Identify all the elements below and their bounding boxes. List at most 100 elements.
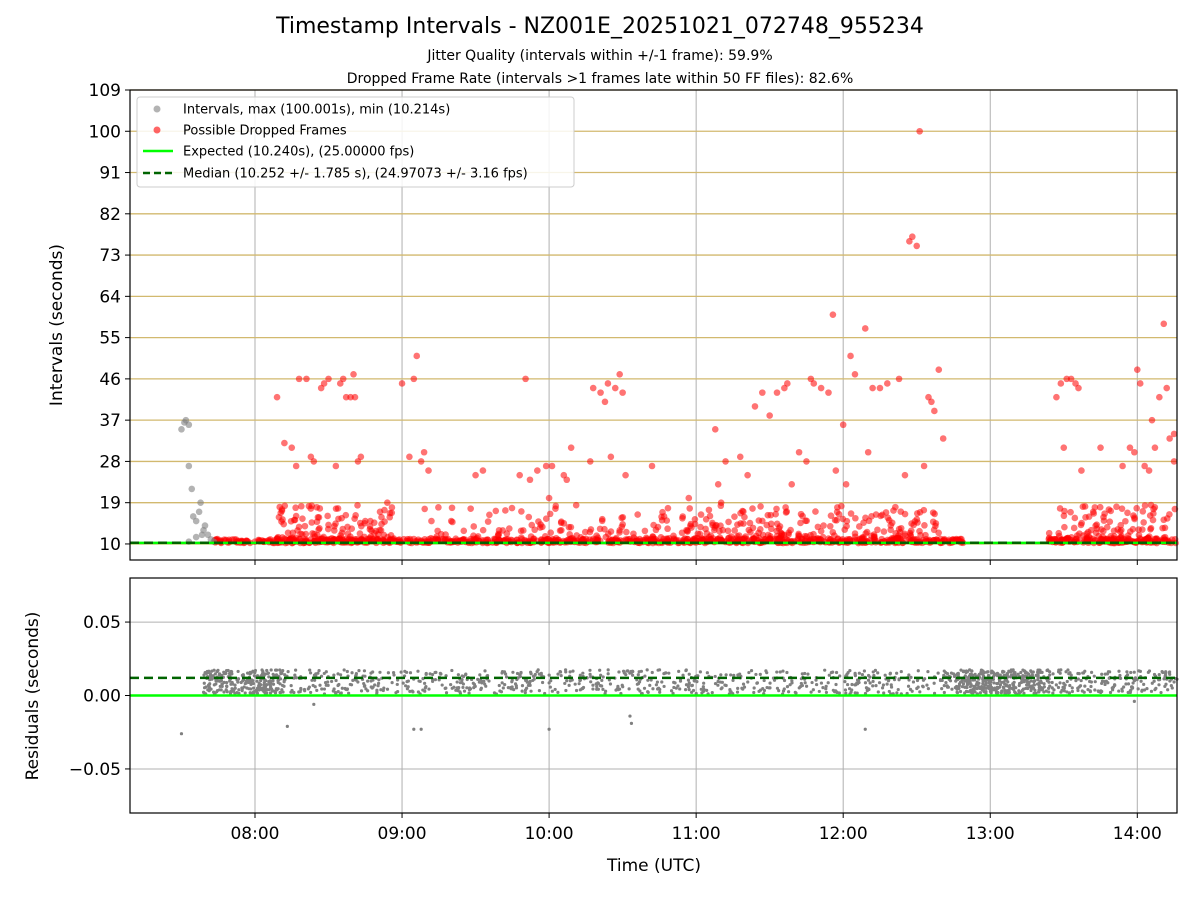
residual-point — [283, 673, 287, 677]
residual-point — [1145, 687, 1149, 691]
dropped-frame-point — [664, 504, 672, 512]
residual-point — [236, 677, 241, 681]
residual-point — [216, 668, 220, 672]
residual-point — [456, 688, 460, 693]
residual-point — [381, 688, 385, 693]
residual-point — [650, 670, 654, 675]
dropped-frame-point — [387, 532, 395, 539]
dropped-frame-point — [406, 453, 413, 461]
chart-title: Timestamp Intervals - NZ001E_20251021_07… — [276, 14, 924, 39]
residual-point — [701, 685, 705, 689]
dropped-frame-point — [1081, 503, 1089, 510]
dropped-frame-point — [335, 515, 342, 523]
residual-point — [206, 688, 210, 692]
residual-point — [804, 684, 809, 688]
dropped-frame-point — [421, 536, 429, 543]
residual-point — [1037, 676, 1041, 680]
residual-point — [662, 684, 666, 689]
residual-point — [1017, 689, 1021, 693]
dropped-frame-point — [594, 534, 602, 541]
residual-point — [263, 679, 267, 683]
dropped-frame-point — [702, 516, 710, 523]
residual-point — [265, 671, 270, 676]
residual-point — [855, 678, 860, 682]
dropped-frame-point — [567, 444, 575, 451]
dropped-frame-point — [547, 529, 554, 536]
residual-point — [606, 668, 610, 672]
dropped-frame-point — [470, 523, 478, 530]
residual-outlier-point — [412, 727, 416, 731]
residual-outlier-point — [547, 727, 551, 731]
dropped-frame-point — [604, 380, 612, 387]
dropped-frame-point — [366, 534, 374, 542]
dropped-frame-point — [797, 519, 804, 527]
dropped-frame-point — [820, 522, 827, 529]
residual-point — [814, 678, 818, 682]
residual-point — [386, 671, 390, 675]
residual-point — [1065, 690, 1069, 694]
residual-point — [1007, 669, 1011, 673]
dropped-frame-point — [542, 462, 550, 470]
dropped-frame-point — [1097, 444, 1104, 451]
residual-point — [755, 681, 759, 685]
residual-point — [211, 674, 215, 678]
residual-point — [932, 681, 936, 685]
dropped-frame-point — [598, 517, 606, 525]
residual-outlier-point — [1132, 699, 1136, 703]
residual-point — [868, 681, 872, 685]
dropped-frame-point — [759, 517, 766, 525]
residual-point — [977, 685, 981, 689]
residual-point — [416, 669, 420, 673]
residual-point — [309, 690, 313, 695]
residual-point — [758, 672, 762, 676]
residual-point — [511, 670, 515, 674]
residual-point — [754, 672, 758, 677]
residual-point — [462, 689, 467, 693]
residual-point — [244, 679, 249, 683]
dropped-frame-point — [325, 521, 332, 529]
residual-point — [656, 687, 660, 691]
residual-point — [543, 691, 547, 696]
dropped-frame-point — [767, 520, 775, 528]
residual-point — [705, 671, 709, 675]
residual-point — [1128, 689, 1132, 693]
residual-point — [455, 680, 459, 684]
residual-point — [536, 668, 540, 672]
residual-point — [860, 672, 864, 677]
dropped-frame-point — [697, 523, 704, 531]
residual-point — [977, 681, 981, 685]
dropped-frame-point — [525, 513, 533, 521]
residual-point — [1048, 673, 1052, 677]
residual-point — [255, 679, 259, 683]
residual-point — [249, 682, 253, 686]
residual-point — [212, 690, 216, 694]
dropped-frame-point — [1067, 375, 1075, 383]
dropped-frame-point — [613, 534, 620, 542]
dropped-frame-point — [542, 515, 550, 522]
legend-intervals-marker — [153, 105, 161, 113]
residual-point — [876, 671, 880, 675]
residual-point — [249, 671, 253, 675]
dropped-frame-point — [619, 521, 626, 528]
residual-point — [626, 669, 630, 673]
dropped-frame-point — [1071, 514, 1079, 522]
top-axes-border — [129, 89, 1178, 561]
dropped-frame-point — [862, 514, 869, 522]
bottom-y-tick-label: 0.05 — [83, 613, 121, 633]
residual-point — [209, 687, 213, 691]
residual-point — [1040, 670, 1044, 674]
dropped-frame-point — [746, 519, 754, 527]
residual-point — [844, 691, 848, 695]
residual-point — [478, 673, 482, 677]
residual-point — [215, 690, 219, 694]
residual-point — [1159, 690, 1163, 695]
dropped-frame-point — [567, 523, 575, 531]
dropped-frame-point — [325, 375, 332, 383]
residual-point — [945, 684, 949, 688]
residual-point — [1070, 686, 1074, 690]
dropped-frame-point — [895, 525, 903, 533]
residual-point — [1142, 688, 1147, 692]
dropped-frame-point — [691, 520, 699, 528]
residual-point — [262, 688, 266, 692]
residual-point — [559, 674, 563, 678]
